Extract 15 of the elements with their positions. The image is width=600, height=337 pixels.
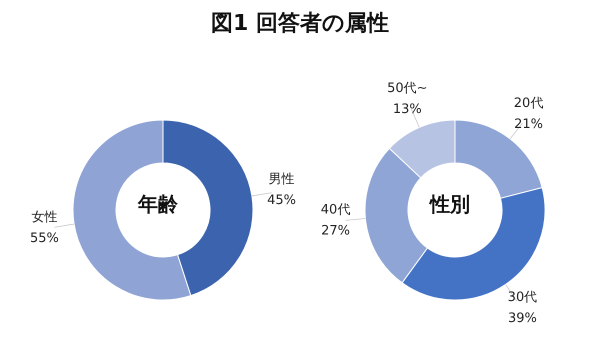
data-label: 55%: [30, 230, 59, 246]
slice-label: 20代: [514, 96, 544, 112]
data-label: 45%: [267, 193, 296, 208]
data-label: 27%: [321, 223, 350, 238]
slice-label: 30代: [508, 290, 538, 306]
slice-label: 50代~: [387, 80, 428, 96]
text: 性別: [428, 191, 471, 218]
data-label: 39%: [508, 311, 537, 326]
data-label: 13%: [392, 102, 422, 117]
data-label: 21%: [514, 117, 543, 132]
slice-label: 男性: [268, 172, 295, 188]
text: 年齢: [136, 191, 179, 218]
chart-title: 図1 回答者の属性: [210, 10, 390, 38]
slice-label: 40代: [320, 202, 350, 218]
slice-label: 女性: [31, 210, 58, 225]
